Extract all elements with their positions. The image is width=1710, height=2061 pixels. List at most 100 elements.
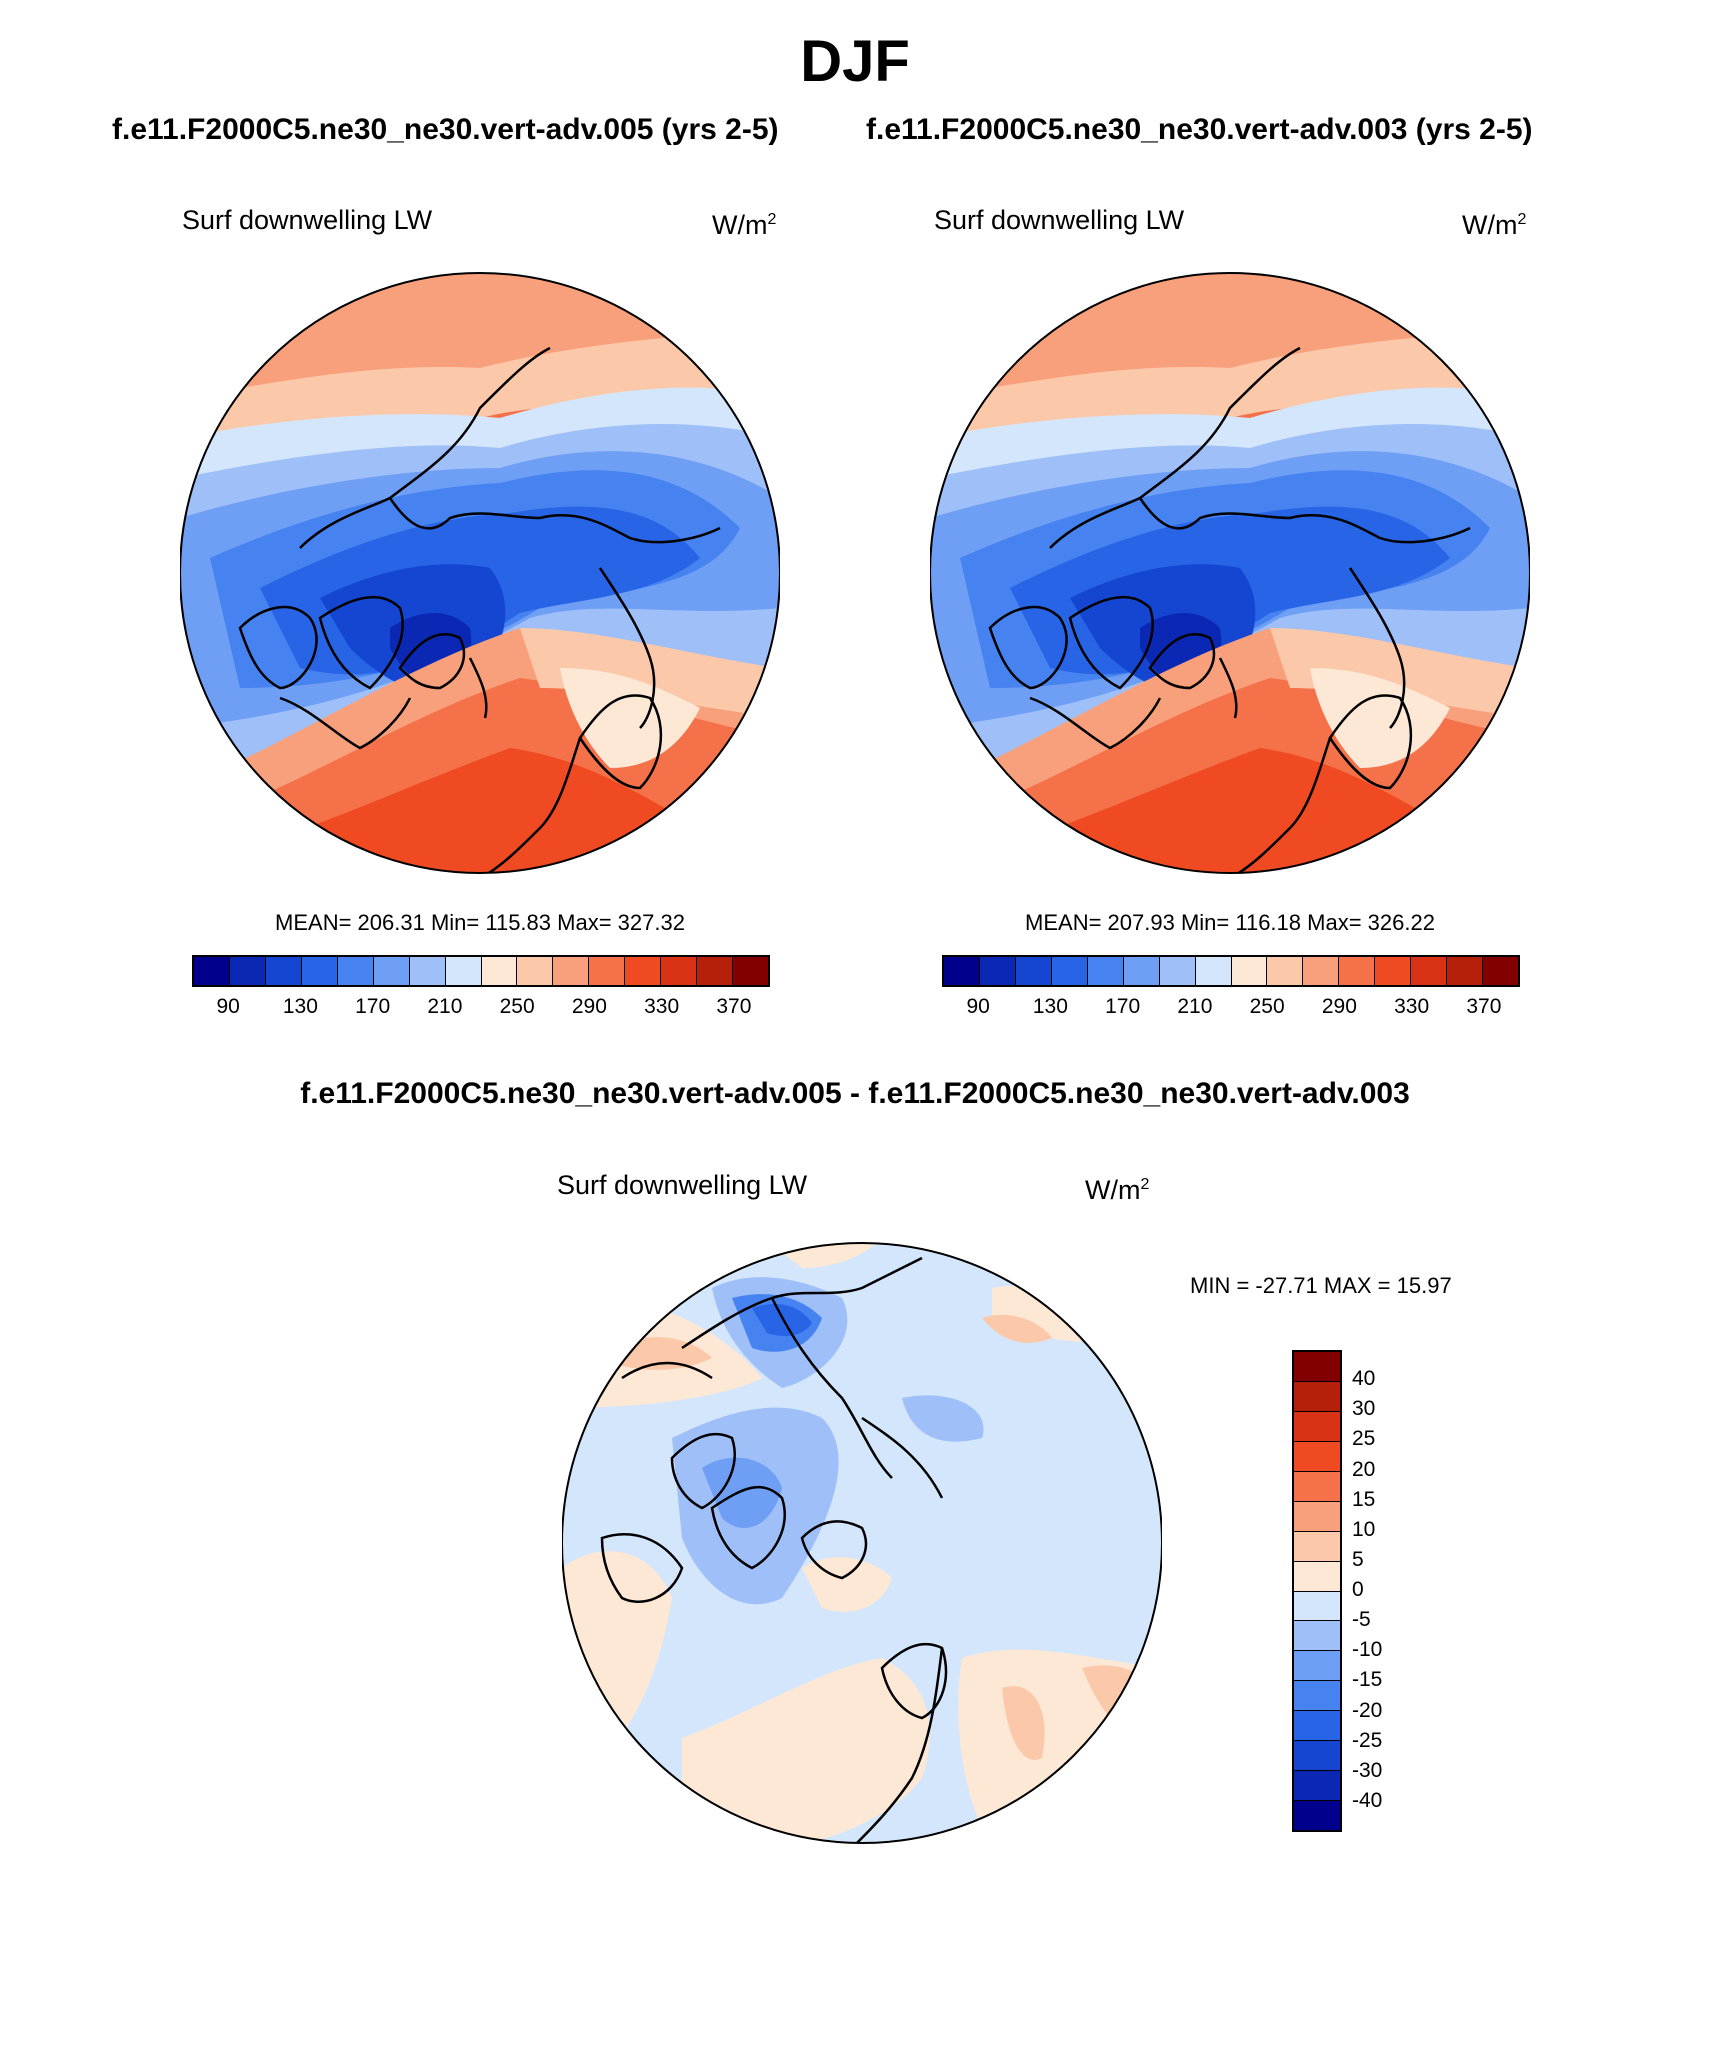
panel-b-colorbar-tick-label: 130 — [1032, 995, 1068, 1018]
panel-a-colorbar-cell — [625, 957, 662, 985]
diff-variable-label: Surf downwelling LW — [557, 1170, 808, 1200]
panel-a-colorbar-tick-label: 290 — [571, 995, 607, 1018]
panel-a-colorbar-cell — [589, 957, 626, 985]
diff-colorbar-tick-label: -10 — [1352, 1638, 1383, 1662]
panel-b-colorbar — [942, 955, 1520, 987]
diff-units: W/m2 — [1085, 1175, 1150, 1205]
panel-a-colorbar-tick-label: 210 — [427, 995, 463, 1018]
diff-colorbar-tick-label: -40 — [1352, 1788, 1383, 1812]
diff-title: f.e11.F2000C5.ne30_ne30.vert-adv.005 - f… — [300, 1077, 1410, 1110]
case-b-title: f.e11.F2000C5.ne30_ne30.vert-adv.003 (yr… — [866, 113, 1533, 146]
diff-colorbar-cell — [1294, 1681, 1340, 1712]
diff-colorbar-tick-label: 10 — [1352, 1517, 1376, 1541]
diff-colorbar-cell — [1294, 1381, 1340, 1412]
diff-colorbar-cell — [1294, 1531, 1340, 1562]
panel-b-colorbar-cell — [1267, 957, 1304, 985]
diff-colorbar-cell — [1294, 1471, 1340, 1502]
season-title: DJF — [800, 29, 910, 94]
diff-colorbar-tick-label: 5 — [1352, 1547, 1364, 1571]
panel-b-units: W/m2 — [1462, 210, 1527, 240]
diff-colorbar-cell — [1294, 1741, 1340, 1772]
panel-a-colorbar-tick-label: 130 — [282, 995, 318, 1018]
diff-colorbar-ticks: 40 30 25 20 15 10 5 0 -5 -10 -15 -20 -25 -30 -40 — [1352, 1350, 1412, 1832]
panel-b-colorbar-ticks: 90 130 170 210 250 290 330 370 — [942, 995, 1520, 1025]
panel-b-colorbar-cell — [944, 957, 980, 985]
panel-a-colorbar — [192, 955, 770, 987]
panel-a-colorbar-cell — [301, 957, 338, 985]
diff-colorbar-cell — [1294, 1561, 1340, 1592]
panel-a-colorbar-tick-label: 170 — [355, 995, 391, 1018]
panel-b-colorbar-tick-label: 210 — [1177, 995, 1213, 1018]
panel-a-colorbar-tick-label: 90 — [216, 995, 240, 1018]
panel-b-colorbar-cell — [1123, 957, 1160, 985]
panel-a-colorbar-tick-label: 370 — [716, 995, 752, 1018]
panel-b-polar-map — [930, 272, 1530, 874]
diff-colorbar-tick-label: 30 — [1352, 1397, 1376, 1421]
diff-colorbar-tick-label: -20 — [1352, 1698, 1383, 1722]
diff-colorbar-cell — [1294, 1501, 1340, 1532]
panel-b-colorbar-cell — [979, 957, 1016, 985]
panel-b-colorbar-cell — [1375, 957, 1412, 985]
panel-a-colorbar-cell — [265, 957, 302, 985]
panel-a-colorbar-cell — [661, 957, 698, 985]
panel-b-colorbar-cell — [1015, 957, 1052, 985]
diff-colorbar-cell — [1294, 1352, 1340, 1382]
diff-colorbar-tick-label: 40 — [1352, 1367, 1376, 1391]
panel-a-colorbar-cell — [337, 957, 374, 985]
panel-a-colorbar-tick-label: 250 — [499, 995, 535, 1018]
panel-a-colorbar-cell — [229, 957, 266, 985]
diff-colorbar-tick-label: 25 — [1352, 1427, 1376, 1451]
panel-a-colorbar-cell — [517, 957, 554, 985]
panel-a-colorbar-ticks: 90 130 170 210 250 290 330 370 — [192, 995, 770, 1025]
diff-colorbar-cell — [1294, 1801, 1340, 1830]
panel-b-colorbar-cell — [1087, 957, 1124, 985]
panel-b-variable-label: Surf downwelling LW — [934, 205, 1185, 235]
panel-a-colorbar-cell — [481, 957, 518, 985]
panel-b-colorbar-cell — [1339, 957, 1376, 985]
panel-a-colorbar-cell — [409, 957, 446, 985]
panel-b-colorbar-cell — [1159, 957, 1196, 985]
panel-b-colorbar-tick-label: 290 — [1321, 995, 1357, 1018]
diff-polar-map — [562, 1242, 1162, 1844]
panel-b-colorbar-cell — [1231, 957, 1268, 985]
panel-a-stats: MEAN= 206.31 Min= 115.83 Max= 327.32 — [275, 910, 685, 935]
panel-a-variable-label: Surf downwelling LW — [182, 205, 433, 235]
diff-colorbar-cell — [1294, 1651, 1340, 1682]
panel-b-stats: MEAN= 207.93 Min= 116.18 Max= 326.22 — [1025, 910, 1435, 935]
panel-a-colorbar-cell — [445, 957, 482, 985]
diff-colorbar-tick-label: 20 — [1352, 1457, 1376, 1481]
diff-colorbar-cell — [1294, 1441, 1340, 1472]
diff-colorbar-tick-label: -30 — [1352, 1758, 1383, 1782]
panel-b-colorbar-cell — [1195, 957, 1232, 985]
diff-colorbar-tick-label: 0 — [1352, 1578, 1364, 1601]
panel-b-colorbar-cell — [1303, 957, 1340, 985]
diff-colorbar-tick-label: -5 — [1352, 1608, 1371, 1632]
panel-b-colorbar-tick-label: 90 — [966, 995, 990, 1018]
panel-a-colorbar-tick-label: 330 — [644, 995, 680, 1018]
panel-b-colorbar-cell — [1483, 957, 1518, 985]
panel-b-colorbar-tick-label: 170 — [1105, 995, 1141, 1018]
panel-a-colorbar-cell — [373, 957, 410, 985]
panel-a-colorbar-cell — [553, 957, 590, 985]
diff-colorbar — [1292, 1350, 1342, 1832]
panel-a-units: W/m2 — [712, 210, 777, 240]
diff-colorbar-cell — [1294, 1771, 1340, 1802]
diff-colorbar-tick-label: -25 — [1352, 1728, 1383, 1752]
panel-b-colorbar-tick-label: 250 — [1249, 995, 1285, 1018]
diff-colorbar-cell — [1294, 1411, 1340, 1442]
panel-b-colorbar-tick-label: 330 — [1394, 995, 1430, 1018]
diff-stats: MIN = -27.71 MAX = 15.97 — [1190, 1273, 1452, 1298]
panel-b-colorbar-cell — [1051, 957, 1088, 985]
diff-colorbar-tick-label: 15 — [1352, 1487, 1376, 1511]
diff-colorbar-cell — [1294, 1591, 1340, 1622]
diff-colorbar-tick-label: -15 — [1352, 1668, 1383, 1692]
panel-b-colorbar-cell — [1411, 957, 1448, 985]
diff-colorbar-cell — [1294, 1711, 1340, 1742]
panel-a-colorbar-cell — [194, 957, 230, 985]
panel-b-colorbar-cell — [1447, 957, 1484, 985]
panel-a-colorbar-cell — [697, 957, 734, 985]
case-a-title: f.e11.F2000C5.ne30_ne30.vert-adv.005 (yr… — [112, 113, 779, 146]
panel-a-polar-map — [180, 272, 780, 874]
panel-b-colorbar-tick-label: 370 — [1466, 995, 1502, 1018]
panel-a-colorbar-cell — [733, 957, 768, 985]
